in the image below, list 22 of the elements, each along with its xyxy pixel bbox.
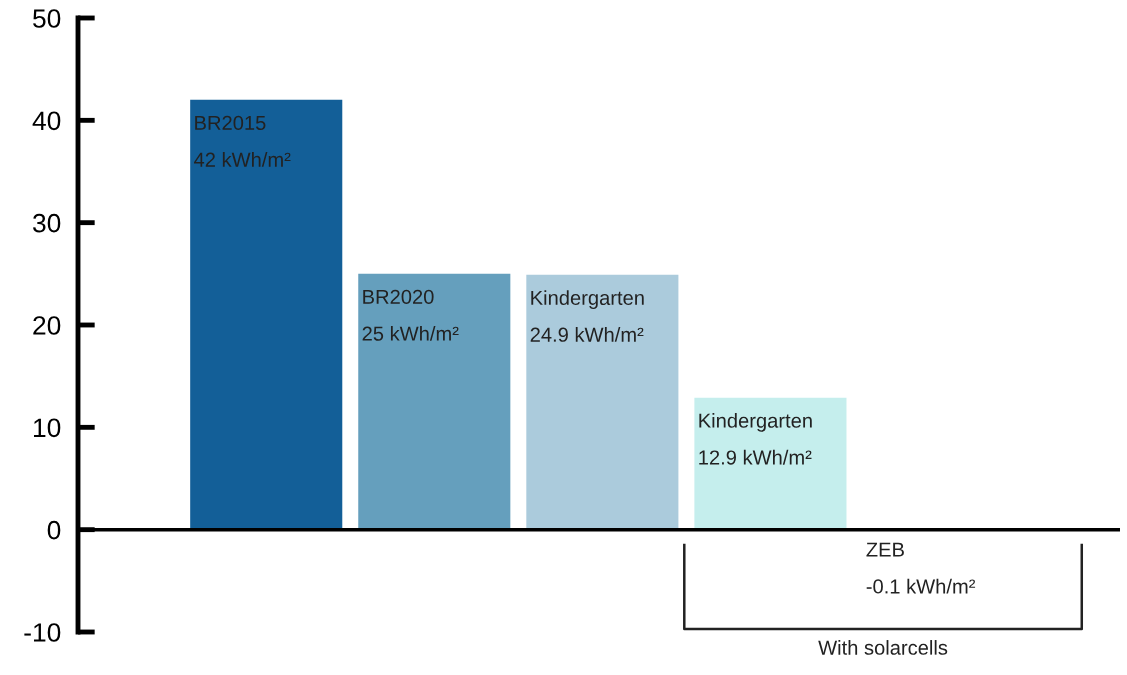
- data-label: 25 kWh/m²: [362, 326, 459, 341]
- data-label: 42 kWh/m²: [194, 152, 291, 167]
- y-tick-label: 10: [34, 418, 61, 438]
- y-tick-label: 50: [33, 9, 61, 28]
- text: With solarcells: [818, 640, 948, 655]
- y-tick-label: 0: [47, 520, 61, 540]
- x-tick-label: ZEB: [866, 542, 904, 557]
- x-tick-label: BR2020: [363, 289, 434, 304]
- y-tick-label: 30: [32, 213, 61, 233]
- data-label: 12.9 kWh/m²: [699, 449, 812, 465]
- y-tick-label: 20: [33, 316, 61, 335]
- bar: [526, 274, 679, 530]
- x-tick-label: Kindergarten: [699, 413, 812, 432]
- y-tick-label: 40: [32, 111, 61, 131]
- data-label: -0.1 kWh/m²: [866, 578, 976, 594]
- x-tick-label: Kindergarten: [531, 290, 644, 309]
- bar: [358, 273, 511, 530]
- bar: [694, 397, 847, 530]
- y-tick-label: -10: [24, 623, 61, 642]
- bar: [190, 99, 343, 530]
- data-label: 24.9 kWh/m²: [530, 327, 644, 342]
- x-tick-label: BR2015: [195, 115, 266, 131]
